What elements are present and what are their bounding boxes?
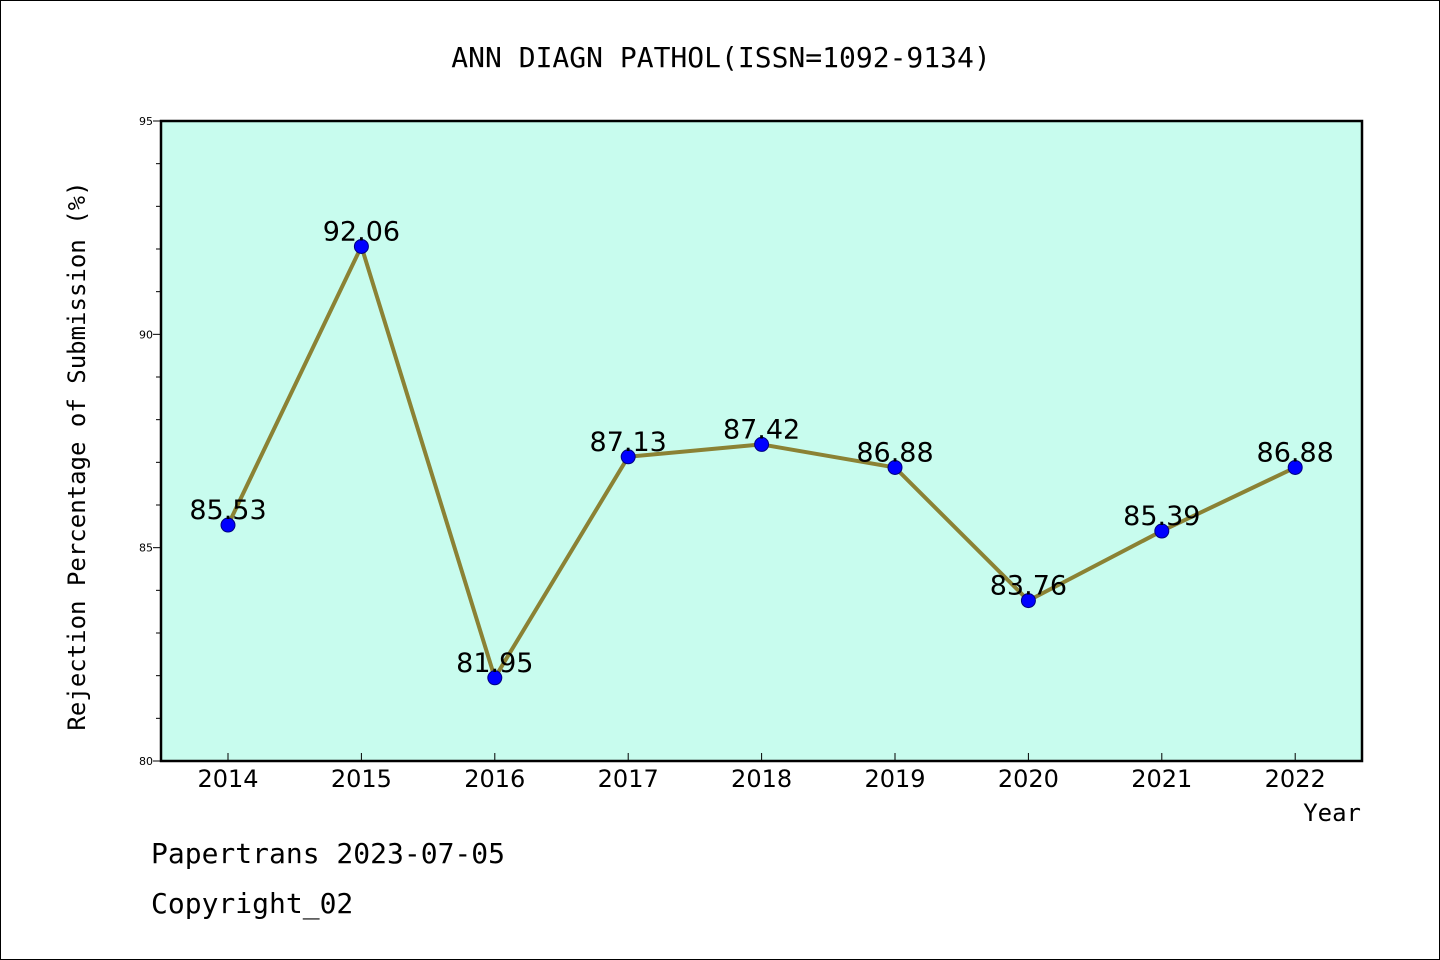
data-label: 86.88 [856, 437, 933, 468]
data-label: 87.13 [590, 427, 667, 458]
plot-frame [159, 119, 1364, 763]
x-tick-label: 2015 [331, 765, 392, 793]
x-ticks [227, 753, 1296, 761]
chart-title: ANN DIAGN PATHOL(ISSN=1092-9134) [451, 41, 990, 74]
x-tick-label: 2016 [464, 765, 525, 793]
data-point [754, 436, 770, 452]
data-point [1020, 593, 1036, 609]
data-point [220, 517, 236, 533]
x-tick-label: 2018 [731, 765, 792, 793]
x-tick-label: 2017 [598, 765, 659, 793]
data-point [487, 670, 503, 686]
y-tick-label: 85 [139, 542, 153, 555]
x-tick-label: 2020 [998, 765, 1059, 793]
data-labels: 85.53 92.06 81.95 87.13 87.42 86.88 83.76 85.39… [189, 216, 1333, 678]
data-point [887, 459, 903, 475]
data-label: 81.95 [456, 648, 533, 679]
y-tick-label: 90 [139, 328, 153, 341]
data-label: 85.39 [1123, 501, 1200, 532]
x-tick-label: 2014 [197, 765, 258, 793]
data-label: 86.88 [1257, 437, 1334, 468]
footer-copyright-line: Copyright_02 [151, 887, 354, 920]
y-tick-label: 80 [139, 755, 153, 768]
data-markers [220, 238, 1303, 686]
x-tick-labels: 2014 2015 2016 2017 2018 2019 2020 2021 2022 [197, 765, 1325, 793]
y-tick-label: 95 [139, 115, 153, 128]
y-tick-labels: 80 85 90 95 [139, 115, 153, 768]
data-point [353, 238, 369, 254]
data-label: 85.53 [189, 495, 266, 526]
footer-date-line: Papertrans 2023-07-05 [151, 837, 506, 870]
data-point [1287, 459, 1303, 475]
x-axis-label: Year [1303, 799, 1361, 827]
data-label: 92.06 [323, 216, 400, 247]
x-tick-label: 2022 [1265, 765, 1326, 793]
data-point [620, 449, 636, 465]
x-tick-label: 2019 [864, 765, 925, 793]
data-label: 87.42 [723, 414, 800, 445]
y-axis-label: Rejection Percentage of Submission (%) [63, 181, 91, 730]
data-label: 83.76 [990, 571, 1067, 602]
x-tick-label: 2021 [1131, 765, 1192, 793]
data-point [1154, 523, 1170, 539]
